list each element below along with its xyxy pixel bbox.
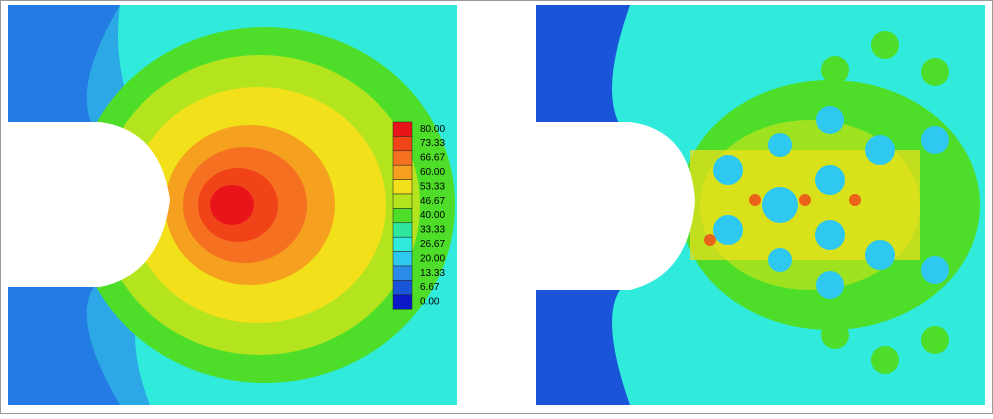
legend-swatch bbox=[392, 265, 413, 281]
legend-label: 0.00 bbox=[420, 297, 440, 308]
legend-label: 13.33 bbox=[420, 268, 445, 279]
legend-swatch bbox=[392, 150, 413, 166]
legend-swatch bbox=[392, 280, 413, 296]
legend-swatch bbox=[392, 251, 413, 267]
legend-label: 53.33 bbox=[420, 181, 445, 192]
legend-swatch bbox=[392, 193, 413, 209]
legend-label: 66.67 bbox=[420, 153, 445, 164]
legend-swatch bbox=[392, 208, 413, 224]
legend-label: 46.67 bbox=[420, 196, 445, 207]
legend-swatch bbox=[392, 294, 413, 310]
legend-label: 20.00 bbox=[420, 253, 445, 264]
legend-label: 6.67 bbox=[420, 282, 440, 293]
legend-swatch bbox=[392, 136, 413, 152]
legend-swatch bbox=[392, 179, 413, 195]
legend-label: 80.00 bbox=[420, 124, 445, 135]
legend-label: 73.33 bbox=[420, 138, 445, 149]
legend-swatch bbox=[392, 236, 413, 252]
legend-label: 60.00 bbox=[420, 167, 445, 178]
legend-label: 33.33 bbox=[420, 225, 445, 236]
right-contour-plot bbox=[536, 5, 985, 405]
legend-label: 40.00 bbox=[420, 210, 445, 221]
legend-label: 26.67 bbox=[420, 239, 445, 250]
legend-swatch bbox=[392, 121, 413, 137]
left-contour-plot bbox=[8, 5, 457, 405]
legend: 80.00 73.33 66.67 60.00 53.33 46.67 40.00 33.33… bbox=[392, 121, 445, 310]
legend-swatch bbox=[392, 222, 413, 238]
legend-swatch bbox=[392, 164, 413, 180]
